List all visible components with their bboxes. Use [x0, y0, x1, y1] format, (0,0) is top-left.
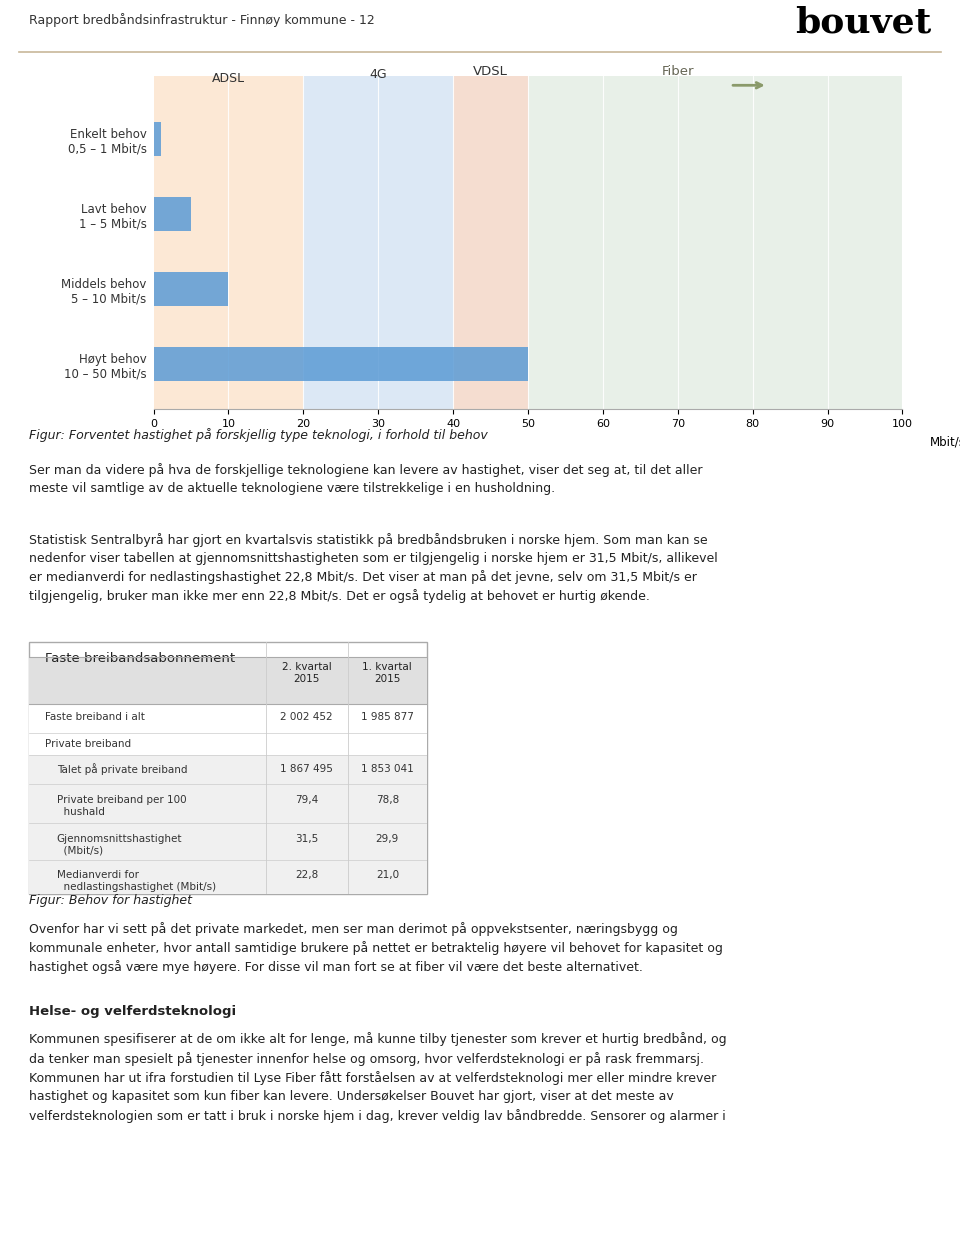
Text: Medianverdi for
  nedlastingshastighet (Mbit/s): Medianverdi for nedlastingshastighet (Mb… — [57, 870, 216, 891]
Text: 4G: 4G — [370, 68, 387, 81]
Bar — [29, 823, 427, 860]
Bar — [29, 733, 427, 755]
Text: Kommunen spesifiserer at de om ikke alt for lenge, må kunne tilby tjenester som : Kommunen spesifiserer at de om ikke alt … — [29, 1032, 727, 1123]
Text: VDSL: VDSL — [473, 64, 508, 78]
Text: bouvet: bouvet — [795, 5, 931, 40]
Text: Statistisk Sentralbyrå har gjort en kvartalsvis statistikk på bredbåndsbruken i : Statistisk Sentralbyrå har gjort en kvar… — [29, 533, 717, 603]
Bar — [29, 860, 427, 896]
Text: Private breiband: Private breiband — [45, 739, 131, 749]
Text: Helse- og velferdsteknologi: Helse- og velferdsteknologi — [29, 1005, 236, 1017]
Text: 1 867 495: 1 867 495 — [280, 763, 333, 773]
Text: Talet på private breiband: Talet på private breiband — [57, 763, 187, 776]
Bar — [154, 347, 528, 381]
X-axis label: Mbit/s: Mbit/s — [929, 436, 960, 449]
Text: Ser man da videre på hva de forskjellige teknologiene kan levere av hastighet, v: Ser man da videre på hva de forskjellige… — [29, 463, 703, 495]
Bar — [154, 198, 191, 232]
Bar — [453, 76, 528, 409]
Bar — [528, 76, 902, 409]
Text: Figur: Forventet hastighet på forskjellig type teknologi, i forhold til behov: Figur: Forventet hastighet på forskjelli… — [29, 428, 488, 442]
Bar — [154, 122, 161, 156]
Text: 78,8: 78,8 — [375, 796, 399, 806]
Text: 22,8: 22,8 — [295, 870, 319, 880]
Text: Faste breibandsabonnement: Faste breibandsabonnement — [45, 652, 235, 665]
Text: 29,9: 29,9 — [375, 833, 399, 844]
Text: Figur: Behov for hastighet: Figur: Behov for hastighet — [29, 894, 192, 906]
Text: 79,4: 79,4 — [295, 796, 319, 806]
Text: 2 002 452: 2 002 452 — [280, 711, 333, 721]
Text: Private breiband per 100
  hushald: Private breiband per 100 hushald — [57, 796, 186, 817]
Bar — [29, 704, 427, 733]
Text: Gjennomsnittshastighet
  (Mbit/s): Gjennomsnittshastighet (Mbit/s) — [57, 833, 182, 855]
Bar — [29, 784, 427, 823]
Text: 1 985 877: 1 985 877 — [361, 711, 414, 721]
Bar — [154, 272, 228, 306]
Text: Faste breiband i alt: Faste breiband i alt — [45, 711, 145, 721]
Text: 1 853 041: 1 853 041 — [361, 763, 414, 773]
Text: 2. kvartal
2015: 2. kvartal 2015 — [282, 662, 331, 684]
Text: 31,5: 31,5 — [295, 833, 319, 844]
Bar — [29, 657, 427, 704]
Text: Fiber: Fiber — [661, 64, 694, 78]
Text: ADSL: ADSL — [212, 72, 245, 86]
Text: Ovenfor har vi sett på det private markedet, men ser man derimot på oppvekstsent: Ovenfor har vi sett på det private marke… — [29, 922, 723, 974]
Bar — [29, 755, 427, 784]
Bar — [303, 76, 453, 409]
Text: 21,0: 21,0 — [375, 870, 399, 880]
Bar — [154, 76, 303, 409]
Text: 1. kvartal
2015: 1. kvartal 2015 — [363, 662, 412, 684]
Text: Rapport bredbåndsinfrastruktur - Finnøy kommune - 12: Rapport bredbåndsinfrastruktur - Finnøy … — [29, 13, 374, 26]
